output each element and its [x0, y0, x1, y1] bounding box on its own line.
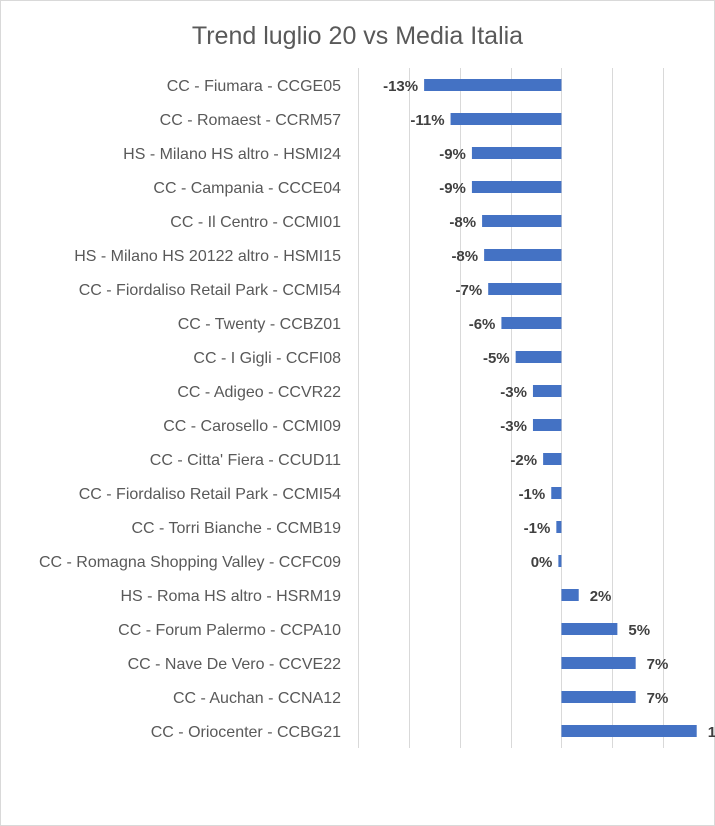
bar — [532, 419, 562, 431]
data-label: -5% — [483, 350, 510, 367]
category-label: CC - Nave De Vero - CCVE22 — [128, 656, 342, 673]
bar — [551, 487, 562, 499]
data-label: -1% — [519, 486, 546, 503]
category-label: CC - Il Centro - CCMI01 — [170, 214, 341, 231]
data-label: -7% — [456, 282, 483, 299]
category-label: CC - Romaest - CCRM57 — [160, 112, 341, 129]
bar — [561, 725, 697, 737]
bar — [482, 215, 562, 227]
bar — [561, 623, 618, 635]
category-label: CC - Auchan - CCNA12 — [173, 690, 341, 707]
bar — [488, 283, 562, 295]
bar — [471, 181, 562, 193]
category-label: CC - Campania - CCCE04 — [153, 180, 341, 197]
bar — [532, 385, 562, 397]
data-label: -11% — [410, 112, 444, 129]
data-label: 0% — [531, 554, 553, 571]
chart-title: Trend luglio 20 vs Media Italia — [191, 22, 524, 50]
category-label: HS - Roma HS altro - HSRM19 — [121, 588, 342, 605]
category-label: HS - Milano HS 20122 altro - HSMI15 — [74, 248, 341, 265]
category-label: CC - Romagna Shopping Valley - CCFC09 — [39, 554, 341, 571]
bar — [471, 147, 562, 159]
data-label: 5% — [628, 622, 650, 639]
data-label: 7% — [647, 656, 669, 673]
data-label: -2% — [510, 452, 537, 469]
category-label: CC - Citta' Fiera - CCUD11 — [150, 452, 341, 469]
data-label: -9% — [439, 146, 466, 163]
bar — [424, 79, 562, 91]
category-label: CC - Torri Bianche - CCMB19 — [131, 520, 341, 537]
bar — [561, 589, 579, 601]
data-label: 13% — [708, 724, 715, 741]
bar — [558, 555, 562, 567]
data-label: -9% — [439, 180, 466, 197]
data-label: -3% — [500, 418, 527, 435]
data-label: -13% — [383, 78, 418, 95]
bar — [515, 351, 562, 363]
bar — [561, 657, 636, 669]
data-label: 2% — [590, 588, 612, 605]
data-label: -6% — [469, 316, 496, 333]
category-label: CC - Oriocenter - CCBG21 — [151, 724, 341, 741]
bar — [484, 249, 562, 261]
bar — [561, 691, 636, 703]
data-label: -1% — [524, 520, 551, 537]
category-label: CC - Fiumara - CCGE05 — [167, 78, 341, 95]
data-label: -3% — [500, 384, 527, 401]
category-label: CC - I Gigli - CCFI08 — [193, 350, 341, 367]
bar — [543, 453, 562, 465]
category-label: CC - Forum Palermo - CCPA10 — [118, 622, 341, 639]
category-label: CC - Carosello - CCMI09 — [163, 418, 341, 435]
bar — [501, 317, 562, 329]
category-label: HS - Milano HS altro - HSMI24 — [123, 146, 341, 163]
bar — [450, 113, 562, 125]
category-label: CC - Fiordaliso Retail Park - CCMI54 — [79, 282, 341, 299]
category-label: CC - Fiordaliso Retail Park - CCMI54 — [79, 486, 341, 503]
category-label: CC - Twenty - CCBZ01 — [178, 316, 341, 333]
data-label: -8% — [449, 214, 476, 231]
category-label: CC - Adigeo - CCVR22 — [177, 384, 341, 401]
data-label: 7% — [647, 690, 669, 707]
bar — [556, 521, 562, 533]
data-label: -8% — [451, 248, 478, 265]
